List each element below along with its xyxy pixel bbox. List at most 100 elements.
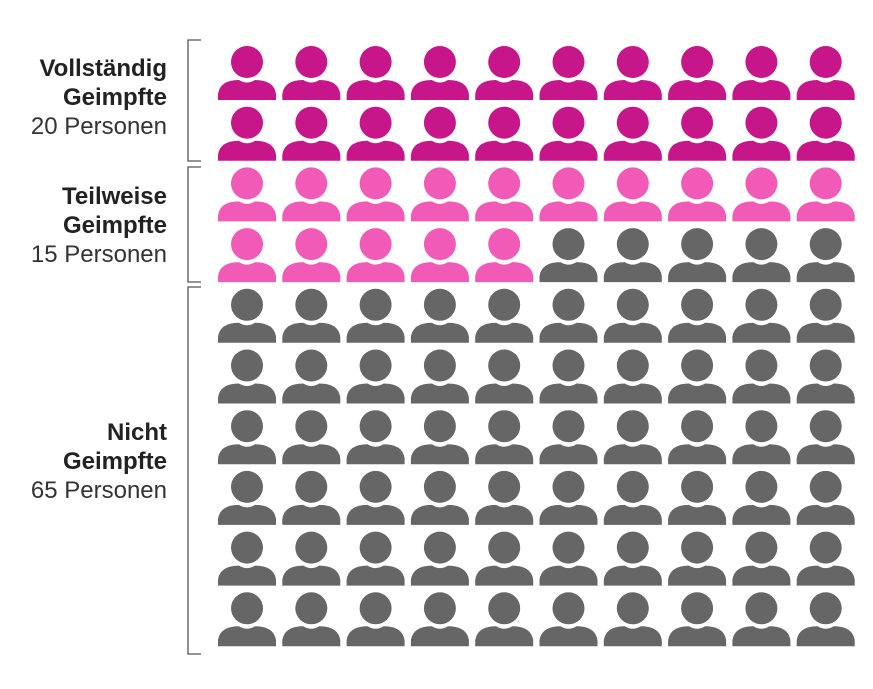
person-icon: [796, 106, 855, 161]
person-body: [282, 444, 341, 465]
person-icon: [668, 470, 727, 525]
person-head: [359, 531, 392, 564]
person-head: [488, 106, 521, 139]
person-body: [603, 80, 662, 100]
person-head: [809, 46, 842, 78]
person-head: [552, 46, 585, 78]
person-icon: [668, 167, 727, 222]
person-head: [745, 592, 778, 625]
person-icon: [282, 228, 341, 283]
person-body: [346, 140, 405, 161]
group-label-fully-vaccinated: Vollständig Geimpfte 20 Personen: [31, 54, 167, 141]
person-icon: [475, 592, 534, 647]
person-body: [475, 626, 534, 647]
person-icon: [668, 410, 727, 465]
person-head: [809, 228, 842, 261]
person-icon: [346, 106, 405, 161]
person-body: [668, 626, 727, 647]
person-icon: [346, 167, 405, 222]
person-icon: [732, 349, 791, 404]
person-icon: [668, 592, 727, 647]
person-body: [410, 444, 469, 465]
person-icon: [218, 592, 276, 647]
person-body: [539, 262, 598, 283]
person-body: [603, 626, 662, 647]
person-head: [359, 470, 392, 503]
person-body: [346, 504, 405, 525]
person-body: [539, 201, 598, 222]
person-head: [295, 46, 328, 78]
person-icon: [218, 167, 276, 222]
person-icon: [282, 167, 341, 222]
person-head: [552, 410, 585, 443]
person-body: [346, 201, 405, 222]
person-head: [552, 349, 585, 382]
person-head: [681, 470, 714, 503]
person-body: [218, 565, 276, 586]
person-body: [732, 262, 791, 283]
group-count: 15 Personen: [30, 241, 167, 268]
person-icon: [346, 228, 405, 283]
person-body: [346, 626, 405, 647]
person-icon: [796, 410, 855, 465]
person-head: [616, 228, 649, 261]
person-icon: [603, 410, 662, 465]
group-bracket: [187, 39, 201, 162]
person-head: [681, 288, 714, 321]
person-icon: [603, 470, 662, 525]
person-icon: [282, 531, 341, 586]
person-icon: [603, 106, 662, 161]
person-body: [668, 201, 727, 222]
person-head: [423, 470, 456, 503]
person-head: [231, 531, 263, 564]
person-head: [488, 167, 521, 200]
person-icon: [732, 592, 791, 647]
person-icon: [539, 46, 598, 100]
person-head: [359, 410, 392, 443]
person-body: [732, 140, 791, 161]
person-icon: [539, 592, 598, 647]
person-head: [359, 46, 392, 78]
person-icon: [668, 531, 727, 586]
person-body: [346, 80, 405, 100]
person-body: [668, 565, 727, 586]
person-head: [552, 531, 585, 564]
person-head: [295, 288, 328, 321]
person-body: [410, 626, 469, 647]
person-head: [231, 167, 263, 200]
person-icon: [539, 288, 598, 343]
person-icon: [603, 531, 662, 586]
person-head: [231, 46, 263, 78]
person-body: [475, 383, 534, 404]
person-icon: [410, 531, 469, 586]
person-head: [423, 531, 456, 564]
person-body: [475, 444, 534, 465]
person-head: [552, 288, 585, 321]
group-name-line2: Geimpfte: [62, 212, 167, 239]
person-body: [668, 383, 727, 404]
person-icon: [346, 592, 405, 647]
person-head: [295, 592, 328, 625]
person-icon: [282, 106, 341, 161]
person-head: [616, 531, 649, 564]
person-icon: [218, 288, 276, 343]
person-icon: [732, 531, 791, 586]
group-label-partially-vaccinated: Teilweise Geimpfte 15 Personen: [31, 182, 167, 269]
group-name-line2: Geimpfte: [62, 448, 167, 475]
person-icon: [732, 288, 791, 343]
person-head: [681, 410, 714, 443]
person-head: [745, 349, 778, 382]
person-head: [359, 592, 392, 625]
group-name-line1: Vollständig: [39, 55, 167, 82]
person-icon: [410, 349, 469, 404]
person-body: [218, 80, 276, 100]
person-icon: [475, 167, 534, 222]
person-icon: [732, 106, 791, 161]
person-body: [732, 444, 791, 465]
group-bracket: [187, 286, 201, 655]
person-body: [796, 80, 855, 100]
person-head: [359, 228, 392, 261]
person-icon: [410, 288, 469, 343]
person-icon: [796, 470, 855, 525]
